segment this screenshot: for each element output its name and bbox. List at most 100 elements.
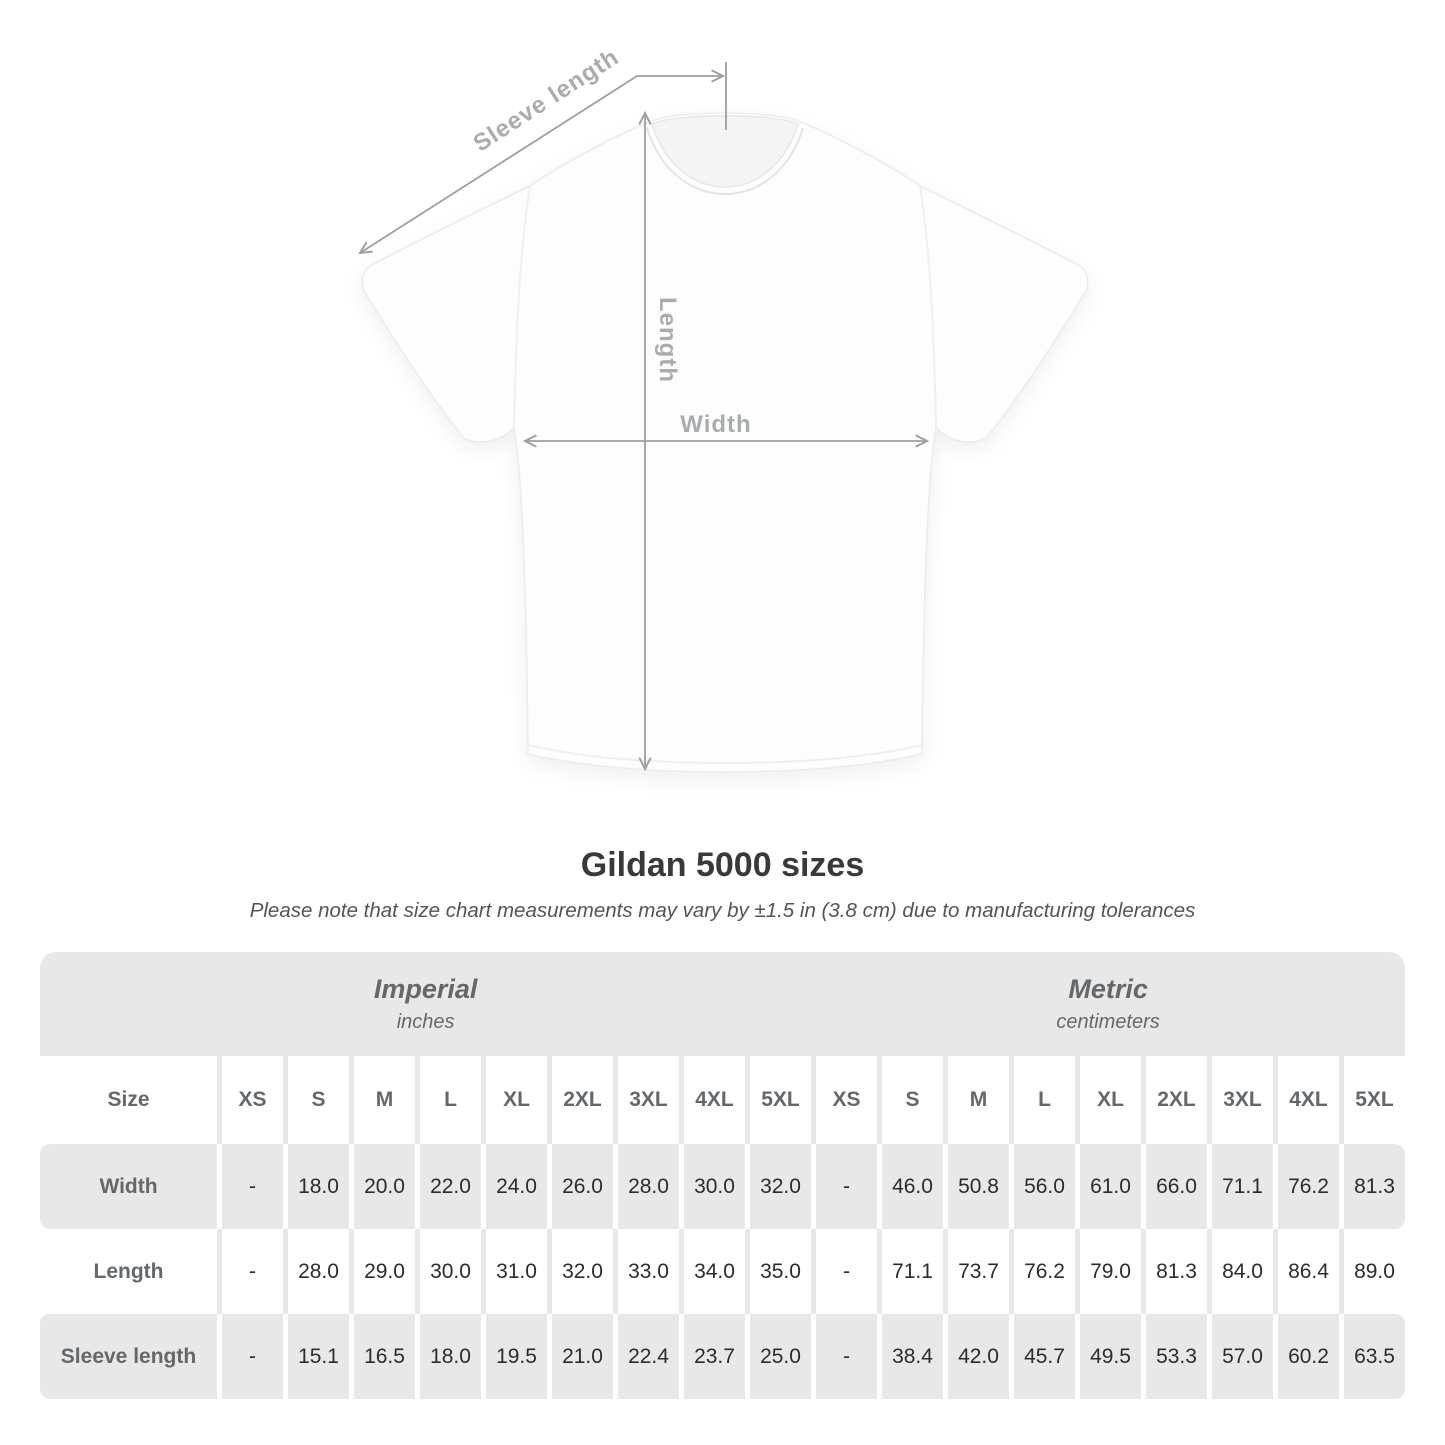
imperial-value-cell: 22.4 — [618, 1314, 679, 1399]
metric-size-header: S — [882, 1056, 943, 1144]
metric-value-cell: 73.7 — [948, 1229, 1009, 1314]
metric-value-cell: 42.0 — [948, 1314, 1009, 1399]
metric-value-cell: 76.2 — [1014, 1229, 1075, 1314]
tolerance-note: Please note that size chart measurements… — [249, 899, 1196, 922]
imperial-value-cell: 23.7 — [684, 1314, 745, 1399]
imperial-value-cell: 29.0 — [354, 1229, 415, 1314]
metric-size-header: 3XL — [1212, 1056, 1273, 1144]
imperial-value-cell: 32.0 — [552, 1229, 613, 1314]
metric-value-cell: 50.8 — [948, 1144, 1009, 1229]
imperial-value-cell: 30.0 — [420, 1229, 481, 1314]
imperial-value-cell: 21.0 — [552, 1314, 613, 1399]
chart-heading: Gildan 5000 sizes Please note that size … — [0, 846, 1445, 923]
imperial-value-cell: 28.0 — [288, 1229, 349, 1314]
metric-value-cell: 84.0 — [1212, 1229, 1273, 1314]
imperial-value-cell: 18.0 — [288, 1144, 349, 1229]
metric-value-cell: 81.3 — [1344, 1144, 1405, 1229]
imperial-value-cell: 34.0 — [684, 1229, 745, 1314]
metric-value-cell: - — [816, 1314, 877, 1399]
imperial-size-header: XL — [486, 1056, 547, 1144]
measurement-row: Width -18.0 20.0 22.0 24.0 26.0 28.0 30.0 32.0-4… — [40, 1144, 1405, 1229]
metric-group-title: Metric — [1068, 974, 1148, 1004]
imperial-size-header: M — [354, 1056, 415, 1144]
imperial-value-cell: 18.0 — [420, 1314, 481, 1399]
imperial-size-header: 5XL — [750, 1056, 811, 1144]
metric-size-header: 5XL — [1344, 1056, 1405, 1144]
imperial-value-cell: 35.0 — [750, 1229, 811, 1314]
imperial-value-cell: - — [222, 1314, 283, 1399]
imperial-group-unit: inches — [396, 1011, 455, 1033]
metric-value-cell: 79.0 — [1080, 1229, 1141, 1314]
metric-value-cell: 45.7 — [1014, 1314, 1075, 1399]
metric-size-header: XS — [816, 1056, 877, 1144]
imperial-size-header: 4XL — [684, 1056, 745, 1144]
length-label: Length — [654, 297, 681, 383]
imperial-value-cell: 28.0 — [618, 1144, 679, 1229]
metric-group-unit: centimeters — [1056, 1011, 1160, 1033]
tshirt-diagram: Sleeve length Length Width — [0, 43, 1089, 773]
imperial-value-cell: - — [222, 1144, 283, 1229]
imperial-group-title: Imperial — [373, 974, 478, 1004]
metric-value-cell: 53.3 — [1146, 1314, 1207, 1399]
imperial-value-cell: 22.0 — [420, 1144, 481, 1229]
imperial-group-header: Imperial inches — [40, 952, 811, 1056]
metric-value-cell: 61.0 — [1080, 1144, 1141, 1229]
imperial-size-header: L — [420, 1056, 481, 1144]
row-label: Width — [40, 1144, 217, 1229]
size-table: Imperial inches Metric centimeters Size X… — [40, 952, 1405, 1399]
metric-value-cell: 89.0 — [1344, 1229, 1405, 1314]
imperial-value-cell: 33.0 — [618, 1229, 679, 1314]
metric-value-cell: 71.1 — [882, 1229, 943, 1314]
metric-value-cell: 49.5 — [1080, 1314, 1141, 1399]
metric-value-cell: 46.0 — [882, 1144, 943, 1229]
page-title: Gildan 5000 sizes — [580, 846, 865, 884]
sleeve-length-arrow — [360, 76, 723, 253]
measurement-row: Sleeve length -15.1 16.5 18.0 19.5 21.0 22.4 23… — [40, 1314, 1405, 1399]
metric-value-cell: - — [816, 1229, 877, 1314]
size-table-body: Size XS S M L XL 2XL 3XL 4XL 5XL XS S M L XL 2XL 3XL 4XL 5… — [40, 1056, 1405, 1399]
metric-size-header: M — [948, 1056, 1009, 1144]
imperial-size-header: 3XL — [618, 1056, 679, 1144]
width-label: Width — [680, 411, 751, 438]
row-label: Length — [40, 1229, 217, 1314]
metric-value-cell: 86.4 — [1278, 1229, 1339, 1314]
imperial-value-cell: 25.0 — [750, 1314, 811, 1399]
imperial-size-header: S — [288, 1056, 349, 1144]
row-label: Sleeve length — [40, 1314, 217, 1399]
measurement-row: Length -28.0 29.0 30.0 31.0 32.0 33.0 34.0 35.0-… — [40, 1229, 1405, 1314]
size-header-row: Size XS S M L XL 2XL 3XL 4XL 5XL XS S M L XL 2XL 3XL 4XL 5… — [40, 1056, 1405, 1144]
metric-value-cell: 38.4 — [882, 1314, 943, 1399]
metric-value-cell: 71.1 — [1212, 1144, 1273, 1229]
metric-value-cell: 66.0 — [1146, 1144, 1207, 1229]
right-armhole-seam — [919, 185, 937, 428]
metric-value-cell: 60.2 — [1278, 1314, 1339, 1399]
imperial-value-cell: 26.0 — [552, 1144, 613, 1229]
metric-value-cell: 81.3 — [1146, 1229, 1207, 1314]
metric-value-cell: - — [816, 1144, 877, 1229]
metric-value-cell: 63.5 — [1344, 1314, 1405, 1399]
imperial-value-cell: 16.5 — [354, 1314, 415, 1399]
imperial-value-cell: 31.0 — [486, 1229, 547, 1314]
imperial-size-header: XS — [222, 1056, 283, 1144]
unit-group-header: Imperial inches Metric centimeters — [40, 952, 1405, 1056]
imperial-value-cell: 19.5 — [486, 1314, 547, 1399]
imperial-value-cell: 30.0 — [684, 1144, 745, 1229]
imperial-value-cell: 20.0 — [354, 1144, 415, 1229]
metric-size-header: 2XL — [1146, 1056, 1207, 1144]
imperial-value-cell: - — [222, 1229, 283, 1314]
metric-group-header: Metric centimeters — [811, 952, 1405, 1056]
imperial-value-cell: 15.1 — [288, 1314, 349, 1399]
metric-value-cell: 76.2 — [1278, 1144, 1339, 1229]
tshirt-illustration — [361, 112, 1089, 773]
size-column-header: Size — [40, 1056, 217, 1144]
metric-value-cell: 57.0 — [1212, 1314, 1273, 1399]
imperial-value-cell: 32.0 — [750, 1144, 811, 1229]
metric-size-header: 4XL — [1278, 1056, 1339, 1144]
imperial-size-header: 2XL — [552, 1056, 613, 1144]
metric-size-header: L — [1014, 1056, 1075, 1144]
metric-size-header: XL — [1080, 1056, 1141, 1144]
metric-value-cell: 56.0 — [1014, 1144, 1075, 1229]
hem-seam — [527, 744, 923, 765]
sleeve-length-label: Sleeve length — [469, 43, 624, 157]
